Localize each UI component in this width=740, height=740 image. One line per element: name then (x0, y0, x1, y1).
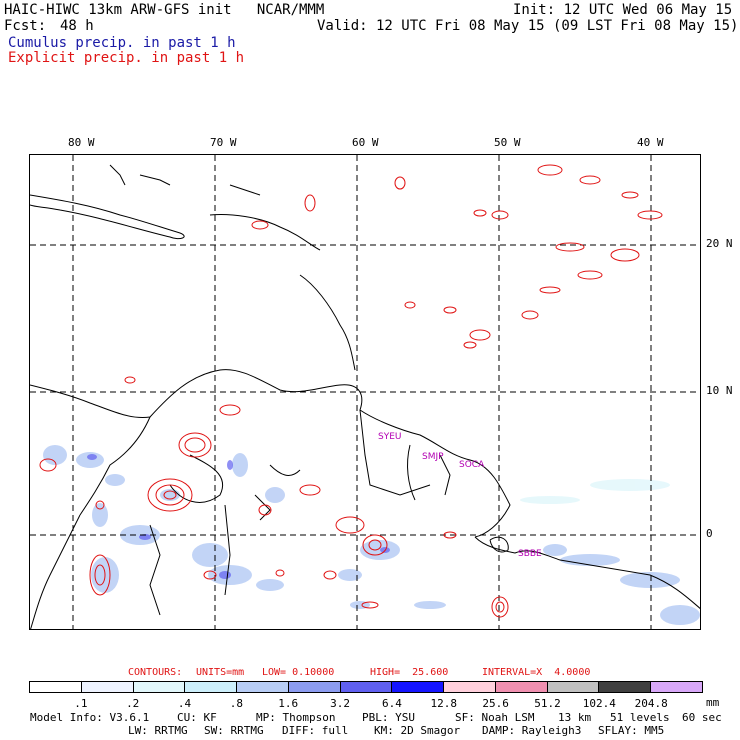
colorbar-tick-label: 12.8 (430, 697, 458, 710)
colorbar-swatch (651, 682, 702, 692)
fcst-value: 48 h (60, 18, 94, 34)
colorbar-swatch (185, 682, 238, 692)
lw-scheme: LW: RRTMG (128, 724, 188, 737)
lon-label-80w: 80 W (68, 136, 95, 149)
colorbar-swatch (133, 682, 186, 692)
contours-high: HIGH= 25.600 (370, 667, 449, 678)
colorbar-unit: mm (706, 696, 720, 709)
mp-scheme: MP: Thompson (256, 711, 336, 724)
km-option: KM: 2D Smagor (374, 724, 461, 737)
model-info: Model Info: V3.6.1 (30, 711, 150, 724)
precip-colorbar (29, 681, 703, 693)
colorbar-tick-label: .1 (74, 697, 88, 710)
sw-scheme: SW: RRTMG (204, 724, 264, 737)
lon-label-70w: 70 W (210, 136, 237, 149)
explicit-legend: Explicit precip. in past 1 h (8, 50, 245, 66)
colorbar-swatch (237, 682, 289, 692)
colorbar-swatch (547, 682, 600, 692)
colorbar-swatch (599, 682, 652, 692)
lon-label-60w: 60 W (352, 136, 379, 149)
resolution: 13 km (558, 711, 592, 724)
colorbar-tick-label: .8 (229, 697, 243, 710)
sf-scheme: SF: Noah LSM (455, 711, 535, 724)
cumulus-legend: Cumulus precip. in past 1 h (8, 35, 236, 51)
vertical-levels: 51 levels (610, 711, 670, 724)
colorbar-tick-label: 204.8 (634, 697, 668, 710)
valid-time: Valid: 12 UTC Fri 08 May 15 (09 LST Fri … (317, 18, 739, 34)
station-syeu: SYEU (378, 432, 402, 442)
precip-map (29, 154, 701, 630)
contours-label: CONTOURS: (128, 667, 183, 678)
pbl-scheme: PBL: YSU (362, 711, 415, 724)
lon-label-50w: 50 W (494, 136, 521, 149)
diff-option: DIFF: full (282, 724, 349, 737)
contours-units: UNITS=mm (196, 667, 245, 678)
lat-label-eq: 0 (706, 527, 713, 540)
station-smjp: SMJP (422, 452, 444, 462)
colorbar-swatch (495, 682, 548, 692)
sflay-option: SFLAY: MM5 (598, 724, 665, 737)
cumulus-precip-shading (43, 445, 700, 625)
contours-low: LOW= 0.10000 (262, 667, 335, 678)
init-time: Init: 12 UTC Wed 06 May 15 (513, 2, 733, 18)
colorbar-swatch (30, 682, 82, 692)
contours-interval: INTERVAL=X 4.0000 (482, 667, 591, 678)
timestep: 60 sec (682, 711, 722, 724)
colorbar-swatch (340, 682, 393, 692)
map-canvas (30, 155, 700, 629)
lat-lon-grid (30, 155, 700, 629)
damp-option: DAMP: Rayleigh3 (482, 724, 582, 737)
colorbar-tick-label: 3.2 (330, 697, 350, 710)
colorbar-tick-label: 102.4 (582, 697, 616, 710)
coastlines (30, 164, 700, 629)
colorbar-tick-label: .4 (177, 697, 192, 710)
lat-label-20n: 20 N (706, 237, 733, 250)
lon-label-40w: 40 W (637, 136, 664, 149)
colorbar-tick-label: 1.6 (278, 697, 299, 710)
colorbar-swatch (288, 682, 341, 692)
station-sbbe: SBBE (518, 549, 542, 559)
station-soca: SOCA (459, 460, 485, 470)
explicit-precip-contours (39, 164, 663, 618)
colorbar-tick-label: .2 (126, 697, 140, 710)
colorbar-tick-label: 51.2 (534, 697, 561, 710)
colorbar-tick-label: 6.4 (381, 697, 402, 710)
colorbar-swatch (81, 682, 134, 692)
fcst-label: Fcst: (4, 18, 47, 34)
lat-label-10n: 10 N (706, 384, 733, 397)
model-title: HAIC-HIWC 13km ARW-GFS init NCAR/MMM (4, 2, 325, 18)
cu-scheme: CU: KF (177, 711, 217, 724)
colorbar-swatch (392, 682, 445, 692)
colorbar-swatch (444, 682, 496, 692)
colorbar-tick-label: 25.6 (482, 697, 509, 710)
